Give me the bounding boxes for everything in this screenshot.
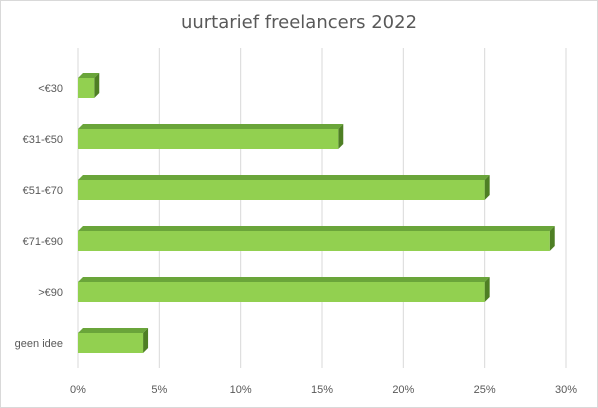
bar-0 bbox=[78, 78, 95, 98]
chart-title: uurtarief freelancers 2022 bbox=[180, 12, 418, 33]
bar-top-1 bbox=[78, 124, 344, 129]
y-tick-label: >€90 bbox=[38, 287, 63, 299]
y-tick-label: €71-€90 bbox=[23, 236, 63, 248]
bar-top-3 bbox=[78, 226, 555, 231]
x-tick-label: 20% bbox=[392, 384, 414, 396]
bar-side-5 bbox=[143, 328, 149, 353]
bar-1 bbox=[78, 129, 339, 149]
y-tick-label: <€30 bbox=[38, 83, 63, 95]
bar-side-0 bbox=[94, 73, 100, 98]
bar-top-0 bbox=[78, 73, 100, 78]
bar-side-3 bbox=[549, 226, 555, 251]
y-tick-label: €51-€70 bbox=[23, 185, 63, 197]
bar-5 bbox=[78, 333, 144, 353]
y-tick-label: €31-€50 bbox=[23, 134, 63, 146]
bar-top-4 bbox=[78, 277, 490, 282]
x-tick-label: 25% bbox=[474, 384, 496, 396]
bar-side-1 bbox=[338, 124, 344, 149]
x-tick-label: 5% bbox=[151, 384, 167, 396]
bar-4 bbox=[78, 282, 485, 302]
y-tick-label: geen idee bbox=[15, 338, 63, 350]
x-tick-label: 10% bbox=[230, 384, 252, 396]
x-tick-label: 0% bbox=[70, 384, 86, 396]
bar-top-2 bbox=[78, 175, 490, 180]
bar-3 bbox=[78, 231, 550, 251]
bar-side-2 bbox=[484, 175, 490, 200]
bar-2 bbox=[78, 180, 485, 200]
x-tick-label: 15% bbox=[311, 384, 333, 396]
bar-side-4 bbox=[484, 277, 490, 302]
bar-top-5 bbox=[78, 328, 149, 333]
x-tick-label: 30% bbox=[555, 384, 577, 396]
